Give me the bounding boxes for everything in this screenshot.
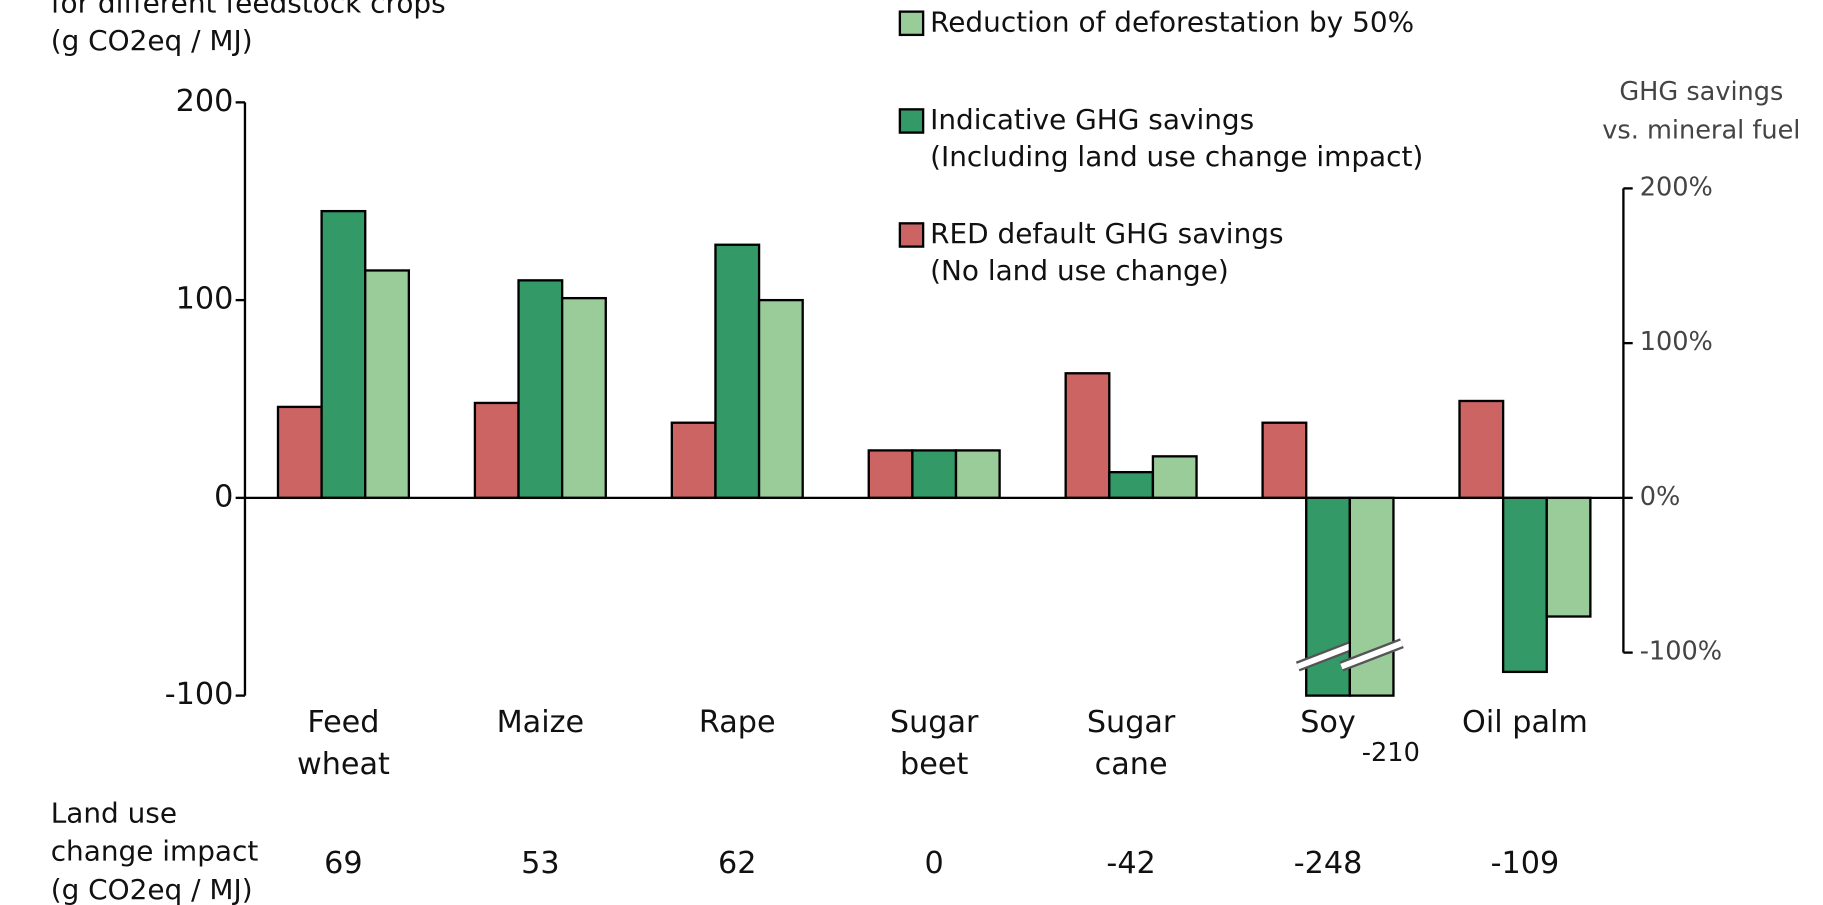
y-tick-label: 200 xyxy=(176,84,234,119)
land-use-label: (g CO2eq / MJ) xyxy=(51,873,253,905)
bar xyxy=(1064,372,1111,500)
bar xyxy=(560,296,607,500)
y2-tick-label: 200% xyxy=(1640,172,1713,202)
bar xyxy=(867,449,914,500)
x-tick-label: beet xyxy=(900,747,968,782)
land-use-value: -109 xyxy=(1491,846,1560,881)
legend-swatch xyxy=(898,222,925,248)
land-use-value: 62 xyxy=(718,846,756,881)
bar xyxy=(670,421,717,500)
land-use-label: change impact xyxy=(51,835,259,868)
x-tick-label: Maize xyxy=(497,705,585,740)
bar xyxy=(1261,421,1308,500)
bar xyxy=(276,405,323,500)
land-use-value: 0 xyxy=(925,846,944,881)
bar xyxy=(364,269,411,500)
land-use-value: 53 xyxy=(521,846,559,881)
y-tick-label: 0 xyxy=(214,479,233,514)
legend-label: RED default GHG savings xyxy=(930,217,1283,250)
x-tick-label: cane xyxy=(1095,747,1168,782)
legend-label: Indicative GHG savings xyxy=(930,103,1254,136)
y-tick-label: 100 xyxy=(176,282,234,317)
bar xyxy=(911,449,958,500)
bar xyxy=(473,401,520,500)
bar xyxy=(517,279,564,500)
y2-tick-label: 0% xyxy=(1640,482,1681,512)
bar xyxy=(320,209,367,500)
land-use-value: -42 xyxy=(1106,846,1155,881)
x-tick-label: wheat xyxy=(297,747,390,782)
annotation: -210 xyxy=(1362,738,1420,768)
legend-sublabel: (Including land use change impact) xyxy=(930,140,1423,173)
land-use-value: -248 xyxy=(1294,846,1363,881)
bar xyxy=(1501,496,1548,674)
bar xyxy=(714,243,761,500)
y2-axis-label: GHG savings xyxy=(1619,77,1783,107)
x-tick-label: Sugar xyxy=(1087,705,1176,740)
x-tick-label: Feed xyxy=(307,705,379,740)
y2-axis-label: vs. mineral fuel xyxy=(1602,115,1800,145)
legend-label: Reduction of deforestation by 50% xyxy=(930,5,1414,38)
x-tick-label: Sugar xyxy=(890,705,979,740)
axis-break xyxy=(1296,640,1360,670)
bar xyxy=(757,298,804,500)
y2-tick-label: 100% xyxy=(1640,327,1713,357)
axis-break xyxy=(1340,640,1403,670)
chart-title: for different feedstock crops xyxy=(51,0,446,20)
x-tick-label: Rape xyxy=(699,705,776,740)
legend-swatch xyxy=(898,10,925,37)
bar xyxy=(1151,455,1198,500)
y2-tick-label: -100% xyxy=(1640,637,1722,667)
land-use-label: Land use xyxy=(51,796,177,829)
land-use-value: 69 xyxy=(324,846,362,881)
y-tick-label: -100 xyxy=(165,677,234,712)
legend-swatch xyxy=(898,108,925,134)
x-tick-label: Oil palm xyxy=(1462,705,1588,740)
bar xyxy=(1545,496,1592,618)
legend-sublabel: (No land use change) xyxy=(930,254,1229,287)
chart-title: (g CO2eq / MJ) xyxy=(51,24,253,57)
bar xyxy=(954,449,1001,500)
bar xyxy=(1458,399,1505,500)
x-tick-label: Soy xyxy=(1300,705,1356,740)
bar xyxy=(1108,470,1155,500)
